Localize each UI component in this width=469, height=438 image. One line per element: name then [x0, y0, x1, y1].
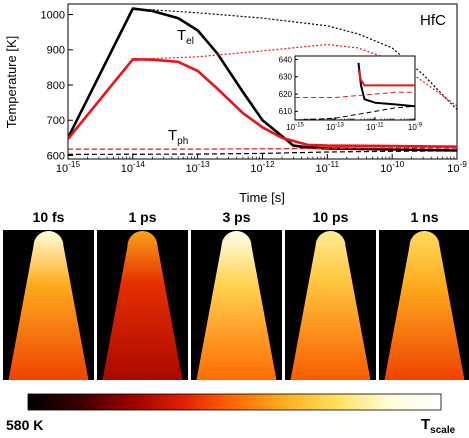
red-solid-curve: [68, 57, 457, 148]
y-axis-title: Temperature [K]: [4, 36, 19, 129]
black-dashed-curve: [68, 150, 457, 155]
black-dashed-curve: [295, 105, 415, 120]
x-tick-label: 10-14: [121, 160, 146, 175]
colorbar-gradient: [27, 393, 442, 411]
snapshot-label: 3 ps: [222, 209, 250, 225]
snapshot-panel: 1 ps: [97, 209, 188, 380]
snapshot-panel: 10 fs: [3, 209, 94, 380]
inset-chart: 610 620 630 640 10-15 10-13 10-11 10-9: [279, 55, 423, 132]
snapshot-panel: 10 ps: [285, 209, 376, 380]
snapshot-label: 1 ns: [410, 209, 438, 225]
y-tick-label: 1000: [41, 9, 65, 21]
red-dotted-curve: [132, 43, 457, 107]
red-dashed-curve: [295, 91, 415, 98]
colorbar-min-label: 580 K: [6, 417, 43, 433]
colorbar: 580 K Tscale: [6, 393, 456, 436]
y-tick-label: 800: [47, 80, 65, 92]
x-tick-label: 10-13: [186, 160, 211, 175]
inset-y-ticks: 610 620 630 640: [279, 55, 298, 116]
thermal-snapshots: 10 fs 1 ps 3 ps 10 ps 1 ns: [3, 209, 469, 380]
snapshot-panel: 1 ns: [379, 209, 469, 380]
y-tick-label: 700: [47, 115, 65, 127]
y-tick-label: 900: [47, 45, 65, 57]
y-tick-label: 600: [47, 150, 65, 162]
y-tick-label: 620: [279, 90, 293, 99]
y-tick-label: 630: [279, 73, 293, 82]
material-label: HfC: [420, 12, 446, 29]
x-tick-label: 10-13: [326, 122, 344, 132]
black-solid-curve: [357, 62, 415, 108]
x-tick-label: 10-10: [380, 160, 405, 175]
series-group: [68, 7, 457, 155]
y-ticks: 600 700 800 900 1000: [41, 9, 73, 162]
inset-x-ticks: 10-15 10-13 10-11 10-9: [286, 117, 423, 132]
x-axis-title: Time [s]: [239, 190, 285, 205]
x-tick-label: 10-12: [250, 160, 275, 175]
phonon-temperature-label: Tph: [168, 127, 188, 147]
emitter-tip-thermal-map: [102, 231, 183, 380]
snapshot-label: 10 ps: [313, 209, 349, 225]
y-tick-label: 640: [279, 55, 293, 64]
inset-series-group: [295, 62, 415, 120]
black-dotted-curve: [132, 8, 457, 111]
colorbar-max-label: Tscale: [421, 416, 456, 436]
y-tick-label: 610: [279, 107, 293, 116]
electron-temperature-label: Tel: [177, 27, 194, 47]
x-tick-label: 10-11: [366, 122, 384, 132]
emitter-tip-thermal-map: [8, 231, 89, 380]
x-tick-label: 10-9: [447, 160, 467, 175]
inset-frame: [294, 55, 416, 121]
emitter-tip-thermal-map: [384, 231, 465, 380]
x-tick-label: 10-9: [408, 122, 423, 132]
red-dashed-curve: [68, 147, 457, 150]
x-tick-label: 10-11: [316, 160, 340, 175]
red-solid-curve: [357, 69, 415, 87]
x-tick-label: 10-15: [56, 160, 81, 175]
x-tick-label: 10-15: [286, 122, 304, 132]
snapshot-label: 1 ps: [128, 209, 156, 225]
x-ticks: 10-15 10-14 10-13 10-12 10-11 10-10 10-9: [56, 154, 467, 175]
emitter-tip-thermal-map: [290, 231, 371, 380]
snapshot-label: 10 fs: [33, 209, 65, 225]
emitter-tip-thermal-map: [196, 231, 277, 380]
snapshot-panel: 3 ps: [191, 209, 282, 380]
